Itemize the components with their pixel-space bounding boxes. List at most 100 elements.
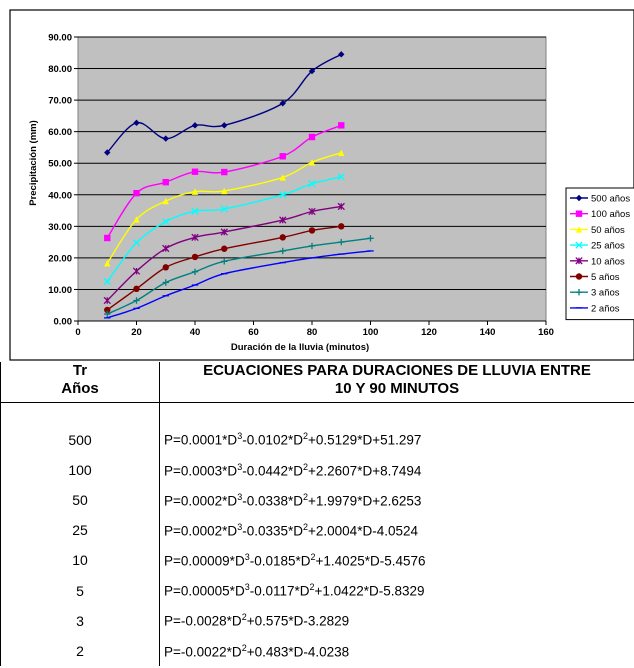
exponent: 2 — [310, 552, 316, 563]
legend-label: 3 años — [591, 288, 620, 299]
equation-cell: P=-0.0028*D2+0.575*D-3.2829 — [159, 605, 634, 636]
x-tick-label: 60 — [248, 327, 259, 338]
data-point — [279, 216, 287, 224]
table-row: 50 P=0.0002*D3-0.0338*D2+1.9979*D+2.6253 — [0, 484, 634, 516]
equation-part: P=0.0002*D — [164, 523, 238, 539]
equation-part: P=0.0001*D — [164, 432, 238, 448]
chart-svg: 0.00 10.00 20.00 30.00 40.00 50.00 60.00 70.00 8… — [9, 9, 634, 361]
data-point — [279, 234, 286, 241]
header-equations: ECUACIONES PARA DURACIONES DE LLUVIA ENT… — [159, 362, 634, 403]
equation-part: -0.0185*D — [249, 553, 311, 569]
exponent: 3 — [244, 552, 250, 563]
table-row: 3 P=-0.0028*D2+0.575*D-3.2829 — [0, 605, 634, 636]
legend-marker — [575, 194, 583, 202]
data-point — [279, 100, 286, 107]
legend-label: 5 años — [591, 272, 620, 283]
data-point — [279, 247, 286, 255]
exponent: 3 — [237, 521, 243, 532]
equation-part: P=0.00009*D — [164, 553, 245, 569]
data-point — [279, 191, 287, 199]
legend-label: 50 años — [591, 225, 625, 236]
legend-marker — [575, 241, 583, 249]
equation-part: -0.0117*D — [249, 583, 310, 599]
table-row: 10 P=0.00009*D3-0.0185*D2+1.4025*D-5.4576 — [0, 545, 634, 576]
equation-cell: P=0.00009*D3-0.0185*D2+1.4025*D-5.4576 — [159, 545, 634, 576]
exponent: 2 — [309, 582, 315, 593]
data-point — [104, 149, 111, 156]
equation-cell: P=-0.0022*D2+0.483*D-4.0238 — [159, 635, 634, 666]
legend-marker — [575, 289, 583, 296]
return-period-cell: 50 — [0, 484, 160, 516]
data-point — [132, 267, 141, 275]
equation-part: +1.9979*D+2.6253 — [308, 493, 422, 509]
exponent: 3 — [237, 461, 243, 472]
return-period-cell: 500 — [0, 424, 160, 455]
header-eq-line2: 10 Y 90 MINUTOS — [334, 380, 460, 397]
legend-marker — [575, 257, 583, 265]
equation-part: +0.575*D-3.2829 — [246, 613, 350, 629]
x-tick-label: 100 — [363, 327, 379, 338]
data-point — [191, 188, 199, 195]
return-period-cell: 10 — [0, 545, 160, 576]
table-row: 5 P=0.00005*D3-0.0117*D2+1.0422*D-5.8329 — [0, 575, 634, 606]
exponent: 2 — [303, 521, 309, 532]
data-point — [191, 207, 199, 215]
y-tick-label: 40.00 — [48, 190, 72, 201]
x-tick-label: 20 — [131, 327, 142, 338]
table-spacer-row — [0, 402, 634, 425]
equation-part: +1.0422*D-5.8329 — [314, 583, 425, 599]
y-tick-label: 20.00 — [48, 253, 72, 264]
exponent: 2 — [303, 461, 309, 472]
data-point — [191, 268, 199, 275]
data-point — [279, 153, 286, 160]
x-tick-label: 140 — [480, 327, 496, 338]
header-tr: Tr Años — [0, 362, 160, 403]
plot-area — [77, 36, 547, 322]
equation-part: P=0.0003*D — [164, 463, 238, 479]
equations-table: Tr Años ECUACIONES PARA DURACIONES DE LL… — [0, 362, 634, 666]
data-point — [220, 205, 228, 213]
return-period-cell: 2 — [0, 635, 160, 666]
exponent: 2 — [241, 642, 247, 653]
data-point — [338, 238, 345, 246]
header-tr-line1: Tr — [72, 362, 88, 379]
data-point — [308, 67, 316, 75]
x-tick-label: 0 — [75, 327, 80, 338]
legend-marker — [575, 226, 583, 233]
table-row: 100 P=0.0003*D3-0.0442*D2+2.2607*D+8.7494 — [0, 454, 634, 485]
chart-area: 0.00 10.00 20.00 30.00 40.00 50.00 60.00 70.00 8… — [9, 9, 634, 361]
data-point — [221, 168, 228, 176]
exponent: 2 — [303, 431, 309, 442]
equation-part: -0.0442*D — [242, 463, 303, 479]
data-point — [221, 187, 228, 195]
header-tr-line2: Años — [61, 380, 99, 397]
data-point — [162, 178, 169, 186]
return-period-cell: 3 — [0, 605, 160, 636]
table-body: 500 P=0.0001*D3-0.0102*D2+0.5129*D+51.297… — [0, 424, 634, 666]
y-tick-label: 50.00 — [48, 159, 72, 170]
equation-part: P=-0.0028*D — [164, 613, 242, 629]
data-point — [104, 260, 111, 267]
data-point — [104, 310, 111, 318]
equation-part: +0.5129*D+51.297 — [308, 432, 422, 448]
legend-label: 25 años — [591, 241, 625, 252]
y-tick-label: 60.00 — [48, 127, 72, 138]
y-tick-label: 70.00 — [48, 96, 72, 107]
data-point — [338, 149, 345, 157]
data-point — [308, 180, 316, 188]
return-period-cell: 25 — [0, 515, 160, 546]
equation-part: -0.0335*D — [242, 523, 303, 539]
data-point — [133, 285, 140, 293]
data-point — [220, 228, 228, 236]
data-point — [104, 234, 111, 242]
equation-part: P=0.00005*D — [164, 583, 245, 599]
x-axis-label: Duración de la lluvia (minutos) — [231, 342, 369, 353]
data-point — [191, 168, 199, 175]
legend-marker — [575, 273, 583, 280]
data-point — [162, 279, 169, 286]
equation-part: -0.0338*D — [242, 493, 303, 509]
data-point — [162, 244, 170, 253]
equation-cell: P=0.0003*D3-0.0442*D2+2.2607*D+8.7494 — [159, 454, 634, 485]
data-point — [279, 174, 286, 181]
data-point — [308, 133, 316, 141]
